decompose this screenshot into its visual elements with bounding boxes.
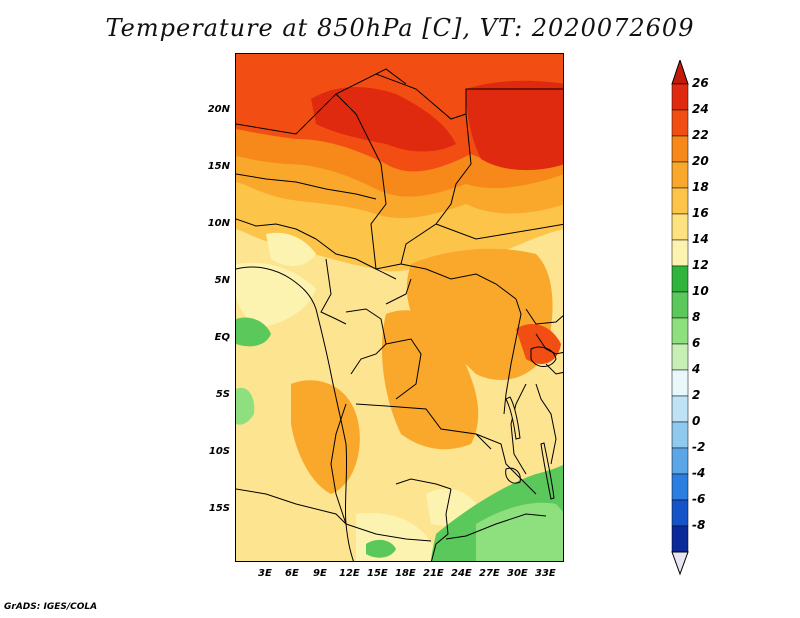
contour-14-west xyxy=(236,262,316,329)
map-title: Temperature at 850hPa [C], VT: 202007260… xyxy=(105,14,695,42)
lon-label: 24E xyxy=(451,568,472,579)
colorbar-segment xyxy=(671,109,689,137)
contour-20-central xyxy=(406,248,553,380)
colorbar-segment xyxy=(671,369,689,397)
lat-label: 15S xyxy=(208,503,230,514)
colorbar-segment xyxy=(671,83,689,111)
lat-label: 20N xyxy=(207,104,230,115)
lat-label: 5S xyxy=(215,389,230,400)
colorbar xyxy=(671,60,689,576)
colorbar-label: 8 xyxy=(692,310,701,324)
colorbar-label: 22 xyxy=(692,128,709,142)
colorbar-segment xyxy=(671,187,689,215)
coastline xyxy=(236,266,354,561)
footer-credit: GrADS: IGES/COLA xyxy=(4,602,98,612)
colorbar-label: 10 xyxy=(692,284,709,298)
colorbar-segment xyxy=(671,239,689,267)
lake-malawi xyxy=(540,442,555,500)
contour-12-small xyxy=(366,539,396,558)
contour-14-northwest xyxy=(266,232,316,266)
lon-label: 27E xyxy=(479,568,500,579)
contour-26b xyxy=(466,80,563,171)
colorbar-segment xyxy=(671,473,689,501)
contour-20-coast xyxy=(291,380,360,494)
lon-label: 30E xyxy=(507,568,528,579)
colorbar-label: -8 xyxy=(692,518,706,532)
lake-mweru xyxy=(505,467,521,484)
colorbar-label: -4 xyxy=(692,466,706,480)
colorbar-label: 6 xyxy=(692,336,701,350)
colorbar-label: 18 xyxy=(692,180,709,194)
temperature-map xyxy=(235,53,564,562)
colorbar-segment xyxy=(671,317,689,345)
colorbar-bottom-arrow xyxy=(671,551,689,576)
colorbar-label: 0 xyxy=(692,414,701,428)
lon-label: 6E xyxy=(285,568,299,579)
colorbar-segment xyxy=(671,265,689,293)
colorbar-segment xyxy=(671,447,689,475)
colorbar-label: 4 xyxy=(692,362,701,376)
contour-26a xyxy=(311,87,456,152)
colorbar-label: 26 xyxy=(692,76,709,90)
lon-label: 33E xyxy=(535,568,556,579)
map-canvas xyxy=(236,54,563,561)
colorbar-label: -6 xyxy=(692,492,706,506)
contour-24-lakes xyxy=(516,324,561,364)
lon-label: 15E xyxy=(367,568,388,579)
colorbar-label: 20 xyxy=(692,154,709,168)
lat-label: 15N xyxy=(207,161,230,172)
lake-victoria xyxy=(530,346,557,367)
lat-label: 10N xyxy=(207,218,230,229)
contour-20-south xyxy=(381,310,479,450)
colorbar-segment xyxy=(671,421,689,449)
colorbar-segment xyxy=(671,499,689,527)
colorbar-segment xyxy=(671,135,689,163)
colorbar-label: 12 xyxy=(692,258,709,272)
colorbar-segment xyxy=(671,291,689,319)
colorbar-segment xyxy=(671,161,689,189)
colorbar-segment xyxy=(671,525,689,553)
colorbar-label: 14 xyxy=(692,232,709,246)
colorbar-segment xyxy=(671,395,689,423)
colorbar-label: 2 xyxy=(692,388,701,402)
contour-10-south-east xyxy=(476,502,563,561)
contour-10-angola-coast xyxy=(236,387,255,425)
lat-label: 5N xyxy=(214,275,230,286)
colorbar-segment xyxy=(671,213,689,241)
lon-label: 21E xyxy=(423,568,444,579)
lake-tanganyika xyxy=(505,396,521,440)
lon-label: 9E xyxy=(313,568,327,579)
lon-label: 3E xyxy=(258,568,272,579)
country-borders xyxy=(236,68,563,561)
contour-12-gabon xyxy=(236,317,271,347)
colorbar-label: 16 xyxy=(692,206,709,220)
colorbar-segment xyxy=(671,343,689,371)
colorbar-label: -2 xyxy=(692,440,706,454)
contour-24b xyxy=(246,55,316,81)
lat-label: EQ xyxy=(214,332,230,343)
lon-label: 18E xyxy=(395,568,416,579)
colorbar-top-arrow xyxy=(671,60,689,85)
colorbar-label: 24 xyxy=(692,102,709,116)
lat-label: 10S xyxy=(208,446,230,457)
lon-label: 12E xyxy=(339,568,360,579)
